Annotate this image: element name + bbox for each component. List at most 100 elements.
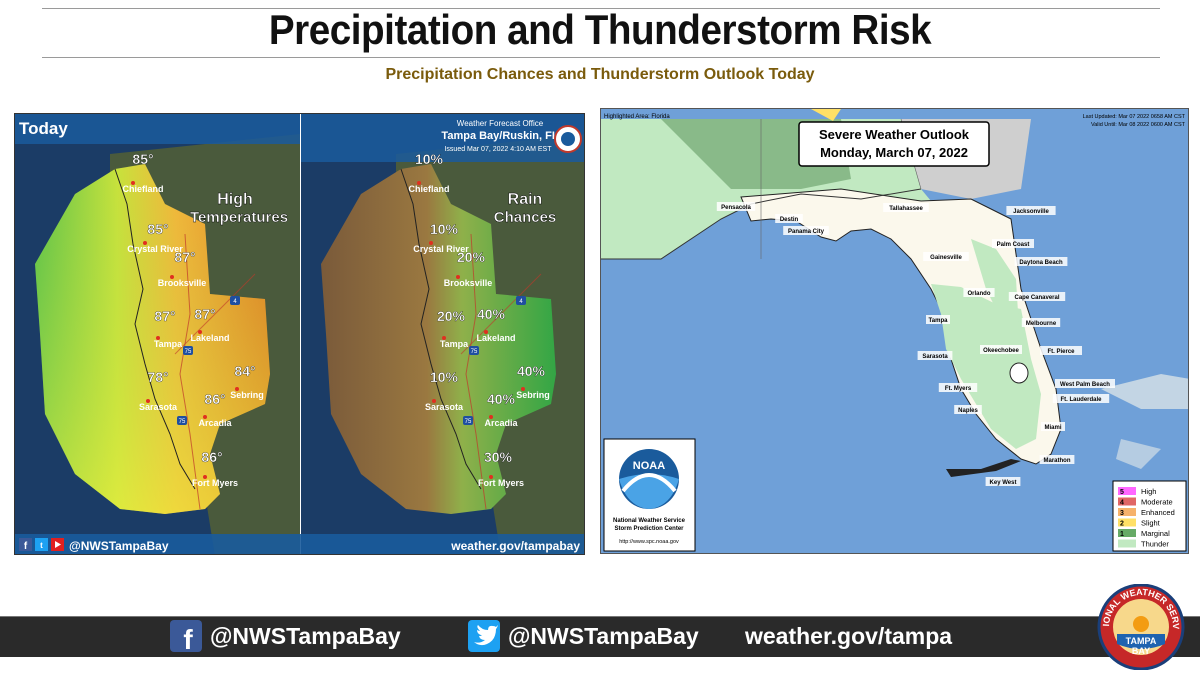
city-label-box [783, 226, 829, 235]
legend-swatch [1118, 539, 1136, 548]
temps-title-line2: Temperatures [190, 209, 288, 226]
city-label-box [883, 203, 929, 212]
svg-text:t: t [40, 541, 43, 550]
rain-city-name: Sebring [516, 390, 550, 400]
city-marker-icon [489, 415, 493, 419]
temp-city-name: Brooksville [158, 278, 207, 288]
outlook-title-box [798, 121, 990, 167]
svg-text:75: 75 [179, 419, 186, 425]
city-marker-icon [484, 330, 488, 334]
rain-chance-shading [321, 164, 556, 514]
noaa-line1: National Weather Service [613, 518, 686, 524]
temp-city-name: Arcadia [198, 418, 232, 428]
city-marker-icon [417, 181, 421, 185]
city-marker-icon [146, 399, 150, 403]
legend-number: 4 [1120, 500, 1124, 507]
rain-city-name: Brooksville [444, 278, 493, 288]
severe-outlook-map-panel: Highlighted Area: Florida Last Updated: … [600, 108, 1189, 554]
city-marker-icon [432, 399, 436, 403]
city-marker-icon [203, 415, 207, 419]
map-website: weather.gov/tampabay [450, 539, 580, 553]
noaa-url: http://www.spc.noaa.gov [619, 539, 679, 545]
outlook-city-label: Sarasota [922, 354, 948, 360]
rain-city-name: Crystal River [413, 244, 469, 254]
city-label-box [1041, 422, 1065, 431]
twitter-icon[interactable] [468, 620, 500, 652]
legend-label: High [1141, 487, 1156, 496]
rain-value: 20% [457, 249, 486, 265]
city-marker-icon [131, 181, 135, 185]
city-label-box [923, 252, 969, 261]
last-updated: Last Updated: Mar 07 2022 0658 AM CST [1083, 114, 1186, 120]
office-line2: Tampa Bay/Ruskin, FL [441, 130, 558, 142]
temp-value: 87° [194, 306, 215, 322]
city-label-box [1052, 394, 1110, 403]
temp-city-name: Fort Myers [192, 478, 238, 488]
outlook-city-label: Daytona Beach [1019, 260, 1063, 266]
legend-number: 3 [1120, 510, 1124, 517]
city-label-box [985, 477, 1021, 486]
outlook-city-label: Ft. Lauderdale [1060, 397, 1102, 403]
badge-line1: TAMPA [1126, 636, 1157, 646]
outlook-city-label: Melbourne [1026, 321, 1057, 327]
facebook-icon[interactable]: f [170, 620, 202, 655]
outlook-city-label: Miami [1044, 425, 1061, 431]
header-rule-top [42, 8, 1160, 9]
badge-line2: BAY [1132, 646, 1150, 656]
rain-city-name: Arcadia [484, 418, 518, 428]
city-marker-icon [235, 387, 239, 391]
header-rule-bottom [42, 57, 1160, 58]
twitter-icon [35, 538, 48, 551]
city-label-box [1008, 292, 1066, 301]
rain-title-line1: Rain [508, 191, 543, 208]
legend-swatch [1118, 529, 1136, 537]
temp-city-name: Chiefland [122, 184, 163, 194]
rain-value: 40% [517, 363, 546, 379]
outlook-city-label: Ft. Myers [945, 386, 972, 392]
temp-value: 87° [174, 249, 195, 265]
footer-website[interactable]: weather.gov/tampa [745, 623, 953, 649]
temp-value: 85° [132, 151, 153, 167]
rain-value: 20% [437, 308, 466, 324]
valid-until: Valid Until: Mar 08 2022 0600 AM CST [1091, 122, 1186, 128]
temp-city-name: Tampa [154, 339, 183, 349]
legend-number: 1 [1120, 531, 1124, 538]
footer-twitter-handle[interactable]: @NWSTampaBay [508, 623, 699, 649]
outlook-city-label: Pensacola [721, 205, 751, 211]
temp-value: 78° [147, 369, 168, 385]
city-marker-icon [203, 475, 207, 479]
map-social-handle: @NWSTampaBay [69, 539, 169, 553]
city-label-box [1039, 455, 1075, 464]
city-label-box [775, 214, 803, 223]
city-label-box [963, 288, 995, 297]
rain-value: 40% [477, 306, 506, 322]
rain-value: 40% [487, 391, 516, 407]
nws-tampa-bay-badge: NATIONAL WEATHER SERVICE TAMPA BAY [1094, 576, 1185, 671]
svg-text:4: 4 [233, 299, 237, 305]
rain-city-name: Tampa [440, 339, 469, 349]
svg-text:f: f [24, 541, 28, 552]
legend-label: Slight [1141, 519, 1161, 528]
office-line1: Weather Forecast Office [457, 119, 544, 128]
outlook-city-label: Naples [958, 408, 978, 414]
page-title: Precipitation and Thunderstorm Risk [268, 6, 932, 53]
noaa-line2: Storm Prediction Center [614, 526, 684, 532]
city-label-box [917, 351, 953, 360]
temp-value: 86° [204, 391, 225, 407]
temp-city-name: Sarasota [139, 402, 178, 412]
legend-number: 2 [1120, 521, 1124, 528]
outlook-city-label: Tallahassee [889, 206, 923, 212]
city-label-box [938, 383, 978, 392]
footer-facebook-handle[interactable]: @NWSTampaBay [210, 623, 401, 649]
city-label-box [1040, 346, 1082, 355]
rain-city-name: Fort Myers [478, 478, 524, 488]
city-label-box [954, 405, 982, 414]
rain-city-name: Lakeland [476, 333, 515, 343]
interstate-4-shield: 4 4 [230, 296, 526, 305]
outlook-city-label: West Palm Beach [1060, 382, 1110, 388]
city-marker-icon [198, 330, 202, 334]
legend-label: Thunder [1141, 540, 1169, 549]
svg-text:4: 4 [519, 299, 523, 305]
outlook-city-label: Ft. Pierce [1047, 349, 1075, 355]
